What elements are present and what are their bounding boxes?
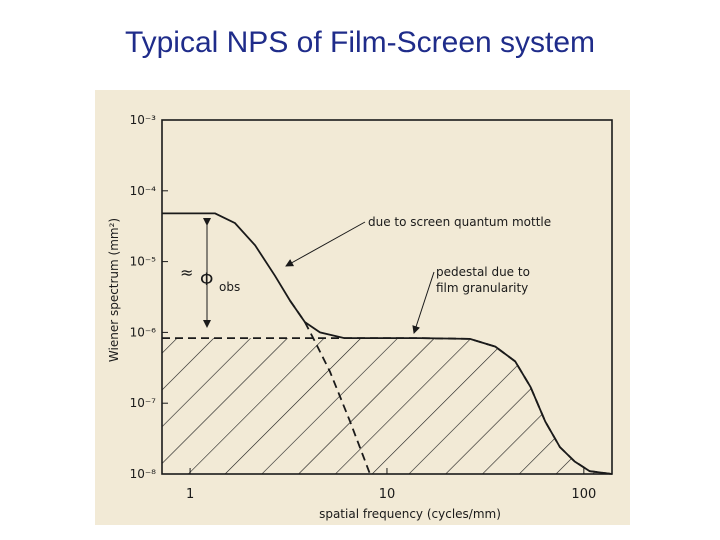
annotation: pedestal due to xyxy=(436,265,530,279)
y-tick-label: 10⁻⁴ xyxy=(130,184,157,198)
annotation: obs xyxy=(219,280,240,294)
y-tick-label: 10⁻⁶ xyxy=(130,325,157,339)
annotation: film granularity xyxy=(436,281,528,295)
x-tick-label: 1 xyxy=(186,487,194,502)
y-axis-label: Wiener spectrum (mm²) xyxy=(107,218,121,362)
annotation: ≈ xyxy=(180,263,193,282)
y-tick-label: 10⁻⁸ xyxy=(130,467,157,481)
annotation: Φ xyxy=(200,270,213,290)
x-tick-label: 100 xyxy=(571,487,596,502)
hatched-area xyxy=(162,338,612,474)
y-tick-label: 10⁻³ xyxy=(130,113,157,127)
leader-line xyxy=(285,221,366,267)
x-tick-label: 10 xyxy=(379,487,396,502)
y-tick-label: 10⁻⁷ xyxy=(130,396,157,410)
y-tick-label: 10⁻⁵ xyxy=(130,255,157,269)
x-axis-label: spatial frequency (cycles/mm) xyxy=(319,507,501,521)
annotation: due to screen quantum mottle xyxy=(368,215,551,229)
curve xyxy=(289,300,371,475)
slide-title: Typical NPS of Film-Screen system xyxy=(125,26,595,59)
leader-line xyxy=(412,271,435,334)
